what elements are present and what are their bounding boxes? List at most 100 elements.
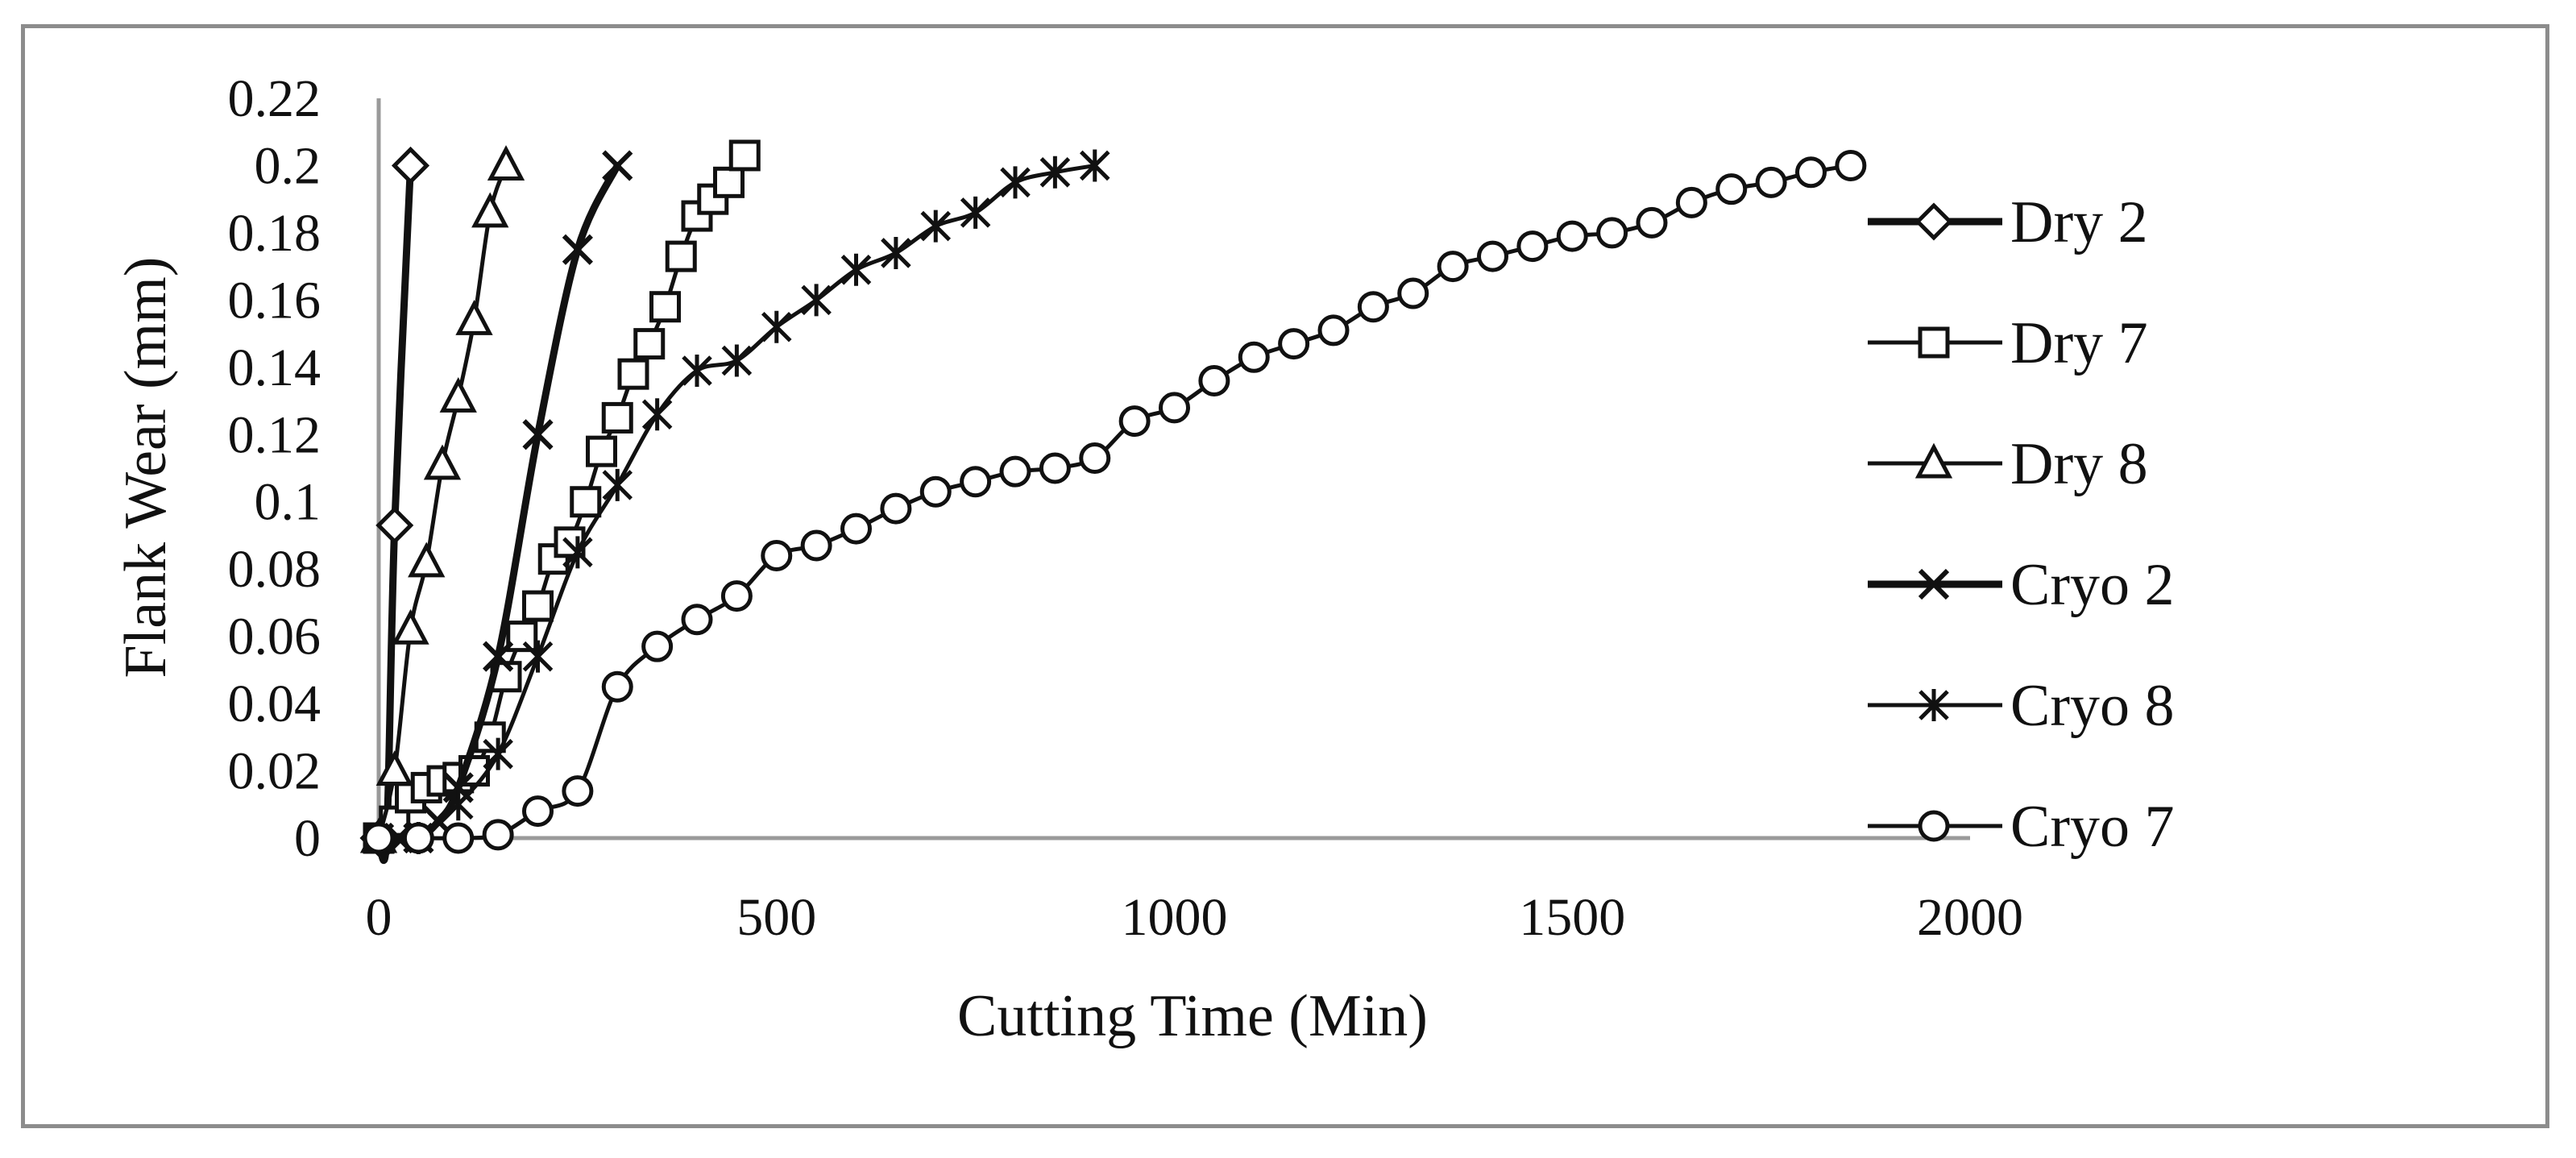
legend: Dry 2 Dry 7 Dry 8 Cryo 2 Cryo 8 Cryo 7 — [1868, 189, 2175, 860]
legend-label-cryo-2: Cryo 2 — [2010, 552, 2175, 618]
legend-label-cryo-7: Cryo 7 — [2010, 794, 2175, 860]
data-point-cryo-8 — [881, 236, 911, 269]
data-point-cryo-7 — [1198, 365, 1230, 397]
data-point-cryo-7 — [840, 513, 872, 545]
legend-label-dry-7: Dry 7 — [2010, 310, 2148, 376]
data-point-dry-2 — [391, 146, 430, 185]
data-point-cryo-8 — [1000, 166, 1031, 199]
data-point-dry-8 — [487, 145, 525, 181]
x-tick-label: 500 — [736, 888, 816, 947]
legend-entry-dry-7: Dry 7 — [1868, 310, 2148, 376]
legend-label-cryo-8: Cryo 8 — [2010, 673, 2175, 739]
data-point-cryo-7 — [1675, 186, 1707, 218]
x-tick-label: 1000 — [1122, 888, 1228, 947]
data-point-cryo-8 — [840, 253, 872, 286]
data-point-cryo-7 — [919, 475, 952, 508]
series-line-dry-2 — [375, 161, 414, 865]
legend-entry-dry-2: Dry 2 — [1868, 189, 2148, 255]
data-point-cryo-8 — [1079, 149, 1110, 182]
data-point-cryo-7 — [1397, 277, 1429, 309]
data-point-cryo-7 — [1159, 392, 1190, 424]
data-point-cryo-7 — [1437, 251, 1469, 283]
data-point-cryo-7 — [1596, 217, 1628, 249]
legend-marker-cryo-7 — [1918, 810, 1950, 842]
data-point-dry-7 — [506, 621, 538, 653]
data-point-cryo-7 — [1795, 156, 1827, 189]
series-dry-7 — [363, 139, 761, 854]
legend-entry-cryo-8: Cryo 8 — [1868, 673, 2175, 739]
x-tick-label: 0 — [366, 888, 392, 947]
y-tick-label: 0.1 — [255, 473, 321, 532]
data-point-cryo-7 — [1835, 149, 1867, 181]
data-point-cryo-7 — [1118, 405, 1151, 438]
y-tick-label: 0.04 — [228, 674, 321, 733]
data-point-cryo-7 — [1715, 173, 1748, 205]
y-tick-label: 0 — [294, 809, 321, 868]
x-tick-label: 2000 — [1917, 888, 2023, 947]
data-point-cryo-7 — [1317, 314, 1350, 347]
legend-label-dry-2: Dry 2 — [2010, 189, 2148, 255]
data-point-cryo-8 — [602, 468, 633, 501]
data-point-dry-2 — [375, 506, 414, 545]
y-tick-label: 0.08 — [228, 540, 321, 599]
data-point-dry-7 — [522, 590, 554, 622]
legend-marker-dry-7 — [1918, 326, 1950, 359]
data-point-cryo-2 — [483, 641, 514, 672]
data-point-cryo-8 — [562, 536, 593, 569]
data-point-cryo-7 — [1477, 240, 1508, 272]
data-point-cryo-2 — [562, 234, 593, 265]
data-point-cryo-8 — [483, 737, 513, 770]
data-point-dry-7 — [586, 435, 617, 467]
data-point-cryo-7 — [363, 822, 395, 854]
data-point-cryo-7 — [800, 529, 832, 562]
data-point-cryo-8 — [721, 344, 753, 377]
data-point-cryo-7 — [442, 822, 475, 854]
legend-entry-dry-8: Dry 8 — [1868, 431, 2148, 497]
data-point-cryo-7 — [601, 670, 633, 703]
y-tick-label: 0.02 — [228, 742, 321, 801]
data-point-cryo-7 — [562, 775, 594, 807]
data-point-cryo-7 — [1516, 230, 1549, 263]
legend-entry-cryo-7: Cryo 7 — [1868, 794, 2175, 860]
data-point-cryo-8 — [522, 640, 554, 673]
legend-marker-cryo-8 — [1919, 689, 1949, 721]
data-point-dry-7 — [601, 401, 633, 434]
data-point-cryo-7 — [1556, 220, 1588, 252]
data-point-cryo-7 — [1238, 341, 1270, 373]
data-point-cryo-7 — [641, 630, 674, 662]
data-point-dry-7 — [728, 139, 761, 172]
data-point-dry-7 — [649, 291, 681, 323]
data-point-dry-7 — [713, 166, 745, 198]
legend-marker-dry-2 — [1914, 202, 1953, 241]
data-point-cryo-7 — [1636, 206, 1668, 239]
data-point-cryo-7 — [1039, 452, 1071, 484]
data-point-cryo-7 — [1278, 328, 1310, 360]
data-point-cryo-7 — [1357, 291, 1389, 323]
data-point-cryo-7 — [960, 466, 992, 498]
data-point-cryo-8 — [960, 196, 991, 229]
data-point-cryo-8 — [442, 788, 474, 821]
plot-series — [359, 139, 1867, 865]
data-point-dry-7 — [633, 328, 666, 360]
data-point-cryo-8 — [761, 310, 792, 343]
axes — [376, 98, 1970, 840]
data-point-dry-8 — [392, 608, 429, 645]
data-point-cryo-8 — [801, 284, 832, 317]
y-tick-labels: 0 0.02 0.04 0.06 0.08 0.1 0.12 0.14 0.16 0.18 0.2 0… — [228, 69, 321, 868]
data-point-dry-7 — [665, 240, 697, 272]
data-point-dry-8 — [408, 542, 446, 578]
data-point-cryo-8 — [682, 354, 712, 387]
y-tick-label: 0.2 — [255, 136, 321, 195]
data-point-cryo-7 — [402, 822, 434, 854]
y-tick-label: 0.06 — [228, 608, 321, 666]
legend-entry-cryo-2: Cryo 2 — [1868, 552, 2175, 618]
data-point-cryo-2 — [602, 150, 633, 181]
y-tick-label: 0.22 — [228, 69, 321, 128]
data-point-cryo-7 — [1755, 166, 1787, 198]
data-point-cryo-7 — [681, 604, 713, 636]
y-tick-label: 0.16 — [228, 271, 321, 330]
data-point-cryo-8 — [641, 398, 673, 431]
data-point-cryo-7 — [761, 539, 793, 571]
legend-label-dry-8: Dry 8 — [2010, 431, 2148, 497]
